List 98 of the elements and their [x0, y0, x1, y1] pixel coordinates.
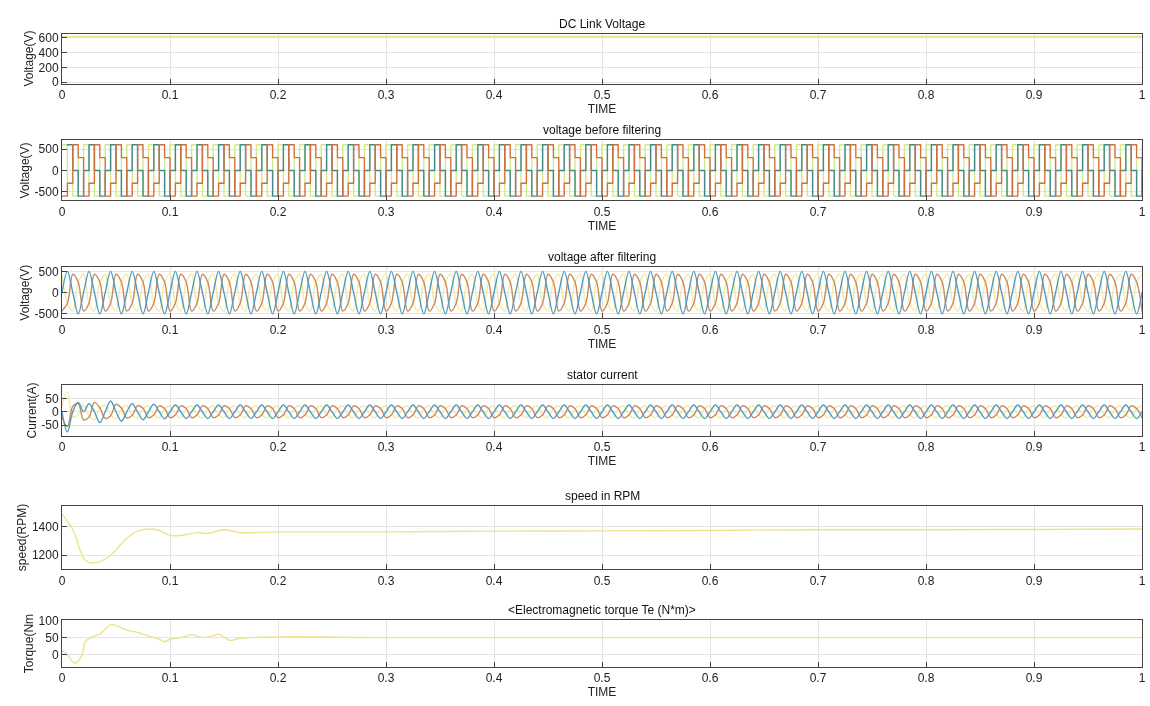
- y-tick-label: 1200: [31, 548, 59, 563]
- x-tick-label: 0.9: [1025, 204, 1043, 219]
- x-tick-label: 0.6: [701, 87, 719, 102]
- x-tick-label: 0.1: [161, 573, 179, 588]
- x-tick-label: 1: [1138, 87, 1146, 102]
- x-tick-label: 0.4: [485, 440, 503, 455]
- x-tick-label: 0.9: [1025, 440, 1043, 455]
- x-axis-title: TIME: [587, 336, 617, 351]
- y-axis-title: speed(RPM): [15, 503, 30, 572]
- y-tick-label: 0: [51, 647, 59, 662]
- y-tick-label: 50: [45, 391, 59, 406]
- line-series: [62, 513, 1142, 564]
- x-tick-label: 0.3: [377, 440, 395, 455]
- y-axis-title: Torque(Nm: [21, 613, 36, 674]
- x-tick-label: 0.6: [701, 671, 719, 686]
- x-tick-label: 0.5: [593, 204, 611, 219]
- x-tick-label: 0.1: [161, 204, 179, 219]
- y-axis-title: Voltage(V): [21, 30, 36, 87]
- x-axis-title: TIME: [587, 685, 617, 700]
- x-tick-label: 0.6: [701, 204, 719, 219]
- chart-title: <Electromagnetic torque Te (N*m)>: [508, 603, 696, 617]
- x-tick-label: 0.9: [1025, 87, 1043, 102]
- y-tick-label: 50: [45, 630, 59, 645]
- x-tick-label: 0.4: [485, 204, 503, 219]
- x-tick-label: 0.2: [269, 87, 287, 102]
- x-tick-label: 0.4: [485, 573, 503, 588]
- x-tick-label: 0.3: [377, 671, 395, 686]
- chart-title: DC Link Voltage: [559, 17, 646, 31]
- x-tick-label: 0.5: [593, 322, 611, 337]
- x-tick-label: 0.2: [269, 204, 287, 219]
- x-tick-label: 0.5: [593, 573, 611, 588]
- x-tick-label: 0.7: [809, 573, 827, 588]
- y-axis-title: Voltage(V): [17, 142, 32, 199]
- x-tick-label: 0.5: [593, 87, 611, 102]
- x-tick-label: 0.1: [161, 87, 179, 102]
- x-tick-label: 0.8: [917, 440, 935, 455]
- x-tick-label: 0.5: [593, 440, 611, 455]
- x-tick-label: 0.7: [809, 87, 827, 102]
- y-tick-label: 500: [38, 264, 59, 279]
- x-tick-label: 1: [1138, 322, 1146, 337]
- chart-title: voltage after filtering: [548, 250, 657, 264]
- y-tick-label: 100: [38, 613, 59, 628]
- y-axis-title: Voltage(V): [17, 264, 32, 321]
- x-tick-label: 0.1: [161, 671, 179, 686]
- x-tick-label: 0.6: [701, 322, 719, 337]
- x-tick-label: 1: [1138, 671, 1146, 686]
- y-tick-label: -500: [34, 185, 59, 200]
- x-tick-label: 0.3: [377, 87, 395, 102]
- line-series: [62, 623, 1142, 664]
- y-tick-label: 0: [51, 404, 59, 419]
- y-tick-label: 600: [38, 31, 59, 46]
- x-tick-label: 0.2: [269, 573, 287, 588]
- x-axis-title: TIME: [587, 101, 617, 116]
- y-axis-title: Current(A): [24, 382, 39, 439]
- x-tick-label: 0.8: [917, 573, 935, 588]
- x-tick-label: 0.9: [1025, 671, 1043, 686]
- x-tick-label: 0.9: [1025, 322, 1043, 337]
- x-tick-label: 0.3: [377, 322, 395, 337]
- x-tick-label: 0.7: [809, 440, 827, 455]
- x-tick-label: 0.8: [917, 204, 935, 219]
- chart-title: speed in RPM: [565, 489, 641, 503]
- x-tick-label: 0.8: [917, 671, 935, 686]
- x-tick-label: 0.5: [593, 671, 611, 686]
- x-tick-label: 0.2: [269, 671, 287, 686]
- x-tick-label: 0.4: [485, 87, 503, 102]
- y-tick-label: 400: [38, 45, 59, 60]
- x-axis-title: TIME: [587, 454, 617, 469]
- x-tick-label: 0.2: [269, 440, 287, 455]
- x-tick-label: 0.6: [701, 440, 719, 455]
- line-series: [62, 390, 1142, 421]
- x-axis-title: TIME: [587, 218, 617, 233]
- y-tick-label: -50: [41, 418, 59, 433]
- x-tick-label: 0.3: [377, 573, 395, 588]
- x-tick-label: 0.1: [161, 322, 179, 337]
- chart-title: stator current: [567, 368, 639, 382]
- x-tick-label: 0.7: [809, 322, 827, 337]
- y-tick-label: 200: [38, 60, 59, 75]
- x-tick-label: 0.3: [377, 204, 395, 219]
- y-tick-label: 500: [38, 142, 59, 157]
- y-tick-label: 0: [51, 285, 59, 300]
- x-tick-label: 1: [1138, 440, 1146, 455]
- chart-title: voltage before filtering: [543, 123, 662, 137]
- x-tick-label: 0.6: [701, 573, 719, 588]
- y-tick-label: 0: [51, 75, 59, 90]
- x-tick-label: 0.9: [1025, 573, 1043, 588]
- x-tick-label: 0.7: [809, 204, 827, 219]
- y-tick-label: -500: [34, 307, 59, 322]
- y-tick-label: 0: [51, 163, 59, 178]
- x-tick-label: 1: [1138, 573, 1146, 588]
- x-tick-label: 0.4: [485, 671, 503, 686]
- x-tick-label: 0.8: [917, 87, 935, 102]
- x-tick-label: 1: [1138, 204, 1146, 219]
- y-tick-label: 1400: [31, 520, 59, 535]
- x-tick-label: 0.2: [269, 322, 287, 337]
- x-tick-label: 0.4: [485, 322, 503, 337]
- x-tick-label: 0.8: [917, 322, 935, 337]
- x-tick-label: 0.1: [161, 440, 179, 455]
- x-tick-label: 0.7: [809, 671, 827, 686]
